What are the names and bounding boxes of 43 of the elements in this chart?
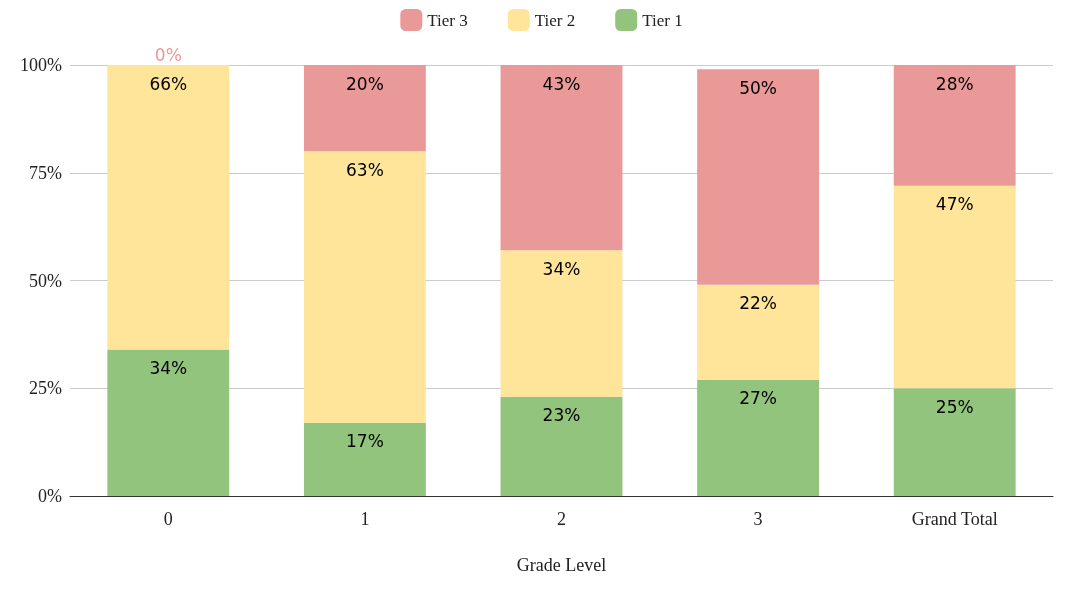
bar [893, 388, 1016, 496]
bar [107, 65, 230, 350]
legend-label: Tier 3 [427, 10, 468, 30]
data-label: 50% [739, 77, 777, 98]
data-label: 23% [542, 405, 581, 426]
data-label: 27% [739, 388, 777, 409]
data-label: 34% [149, 357, 188, 378]
data-label: 43% [542, 73, 581, 94]
legend-label: Tier 1 [642, 10, 683, 30]
bar [303, 422, 426, 496]
data-label: 63% [346, 159, 384, 180]
bar [107, 349, 230, 496]
x-tick-label: Grand Total [911, 509, 998, 529]
y-tick-label: 100% [20, 55, 62, 75]
bar [500, 65, 623, 251]
data-label: 0% [154, 44, 182, 65]
bar [697, 284, 820, 380]
x-tick-label: 0 [163, 509, 173, 529]
y-tick-label: 25% [29, 378, 62, 399]
data-label: 34% [542, 258, 581, 279]
x-tick-label: 2 [557, 509, 566, 529]
data-label: 47% [935, 194, 974, 215]
x-axis-title: Grade Level [516, 555, 607, 575]
data-label: 25% [935, 396, 974, 417]
bar [303, 151, 426, 423]
bar [500, 396, 623, 496]
bar [697, 69, 820, 285]
data-label: 22% [739, 293, 777, 314]
data-label: 28% [935, 73, 974, 94]
data-label: 17% [346, 431, 384, 452]
y-tick-label: 75% [29, 162, 62, 183]
bar [893, 65, 1016, 186]
y-tick-label: 0% [38, 486, 62, 506]
bar [893, 185, 1016, 389]
x-tick-label: 1 [360, 509, 370, 529]
x-tick-label: 3 [753, 509, 763, 529]
data-label: 20% [346, 73, 384, 94]
data-label: 66% [149, 73, 188, 94]
bar [697, 379, 820, 496]
y-tick-label: 50% [29, 270, 62, 291]
bar [303, 65, 426, 152]
bar [500, 250, 623, 397]
legend-label: Tier 2 [534, 10, 576, 30]
